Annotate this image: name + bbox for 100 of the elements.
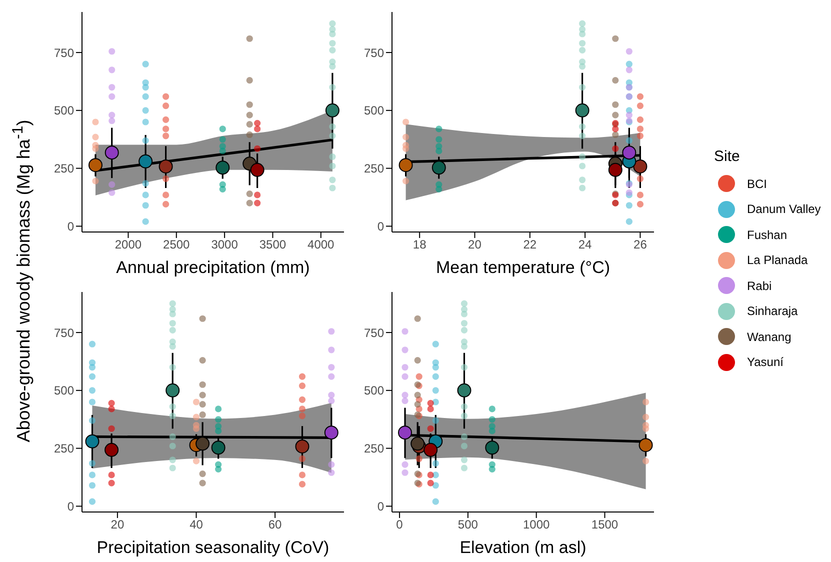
point (169, 412, 176, 420)
point (142, 192, 149, 198)
point (432, 460, 439, 467)
y-tick-label: 0 (377, 499, 384, 514)
point (328, 346, 335, 354)
point (329, 40, 336, 47)
point (626, 60, 632, 68)
point (169, 364, 176, 371)
point (488, 416, 496, 423)
point (199, 401, 206, 408)
point (104, 442, 119, 457)
point (219, 186, 226, 192)
y-tick-label: 750 (364, 46, 384, 60)
point (460, 300, 468, 307)
point (626, 137, 632, 144)
point (108, 189, 116, 196)
x-axis-title: Elevation (m asl) (458, 537, 588, 559)
point (460, 310, 468, 318)
point (298, 382, 306, 390)
point (169, 403, 176, 410)
point (328, 398, 335, 404)
x-axis-title: Precipitation seasonality (CoV) (96, 537, 330, 559)
point (162, 126, 170, 132)
point (216, 160, 230, 175)
point (578, 20, 586, 27)
point (436, 186, 442, 192)
point (329, 63, 336, 70)
x-tick-label: 1500 (591, 518, 618, 532)
point (642, 398, 650, 406)
point (427, 425, 434, 432)
x-axis-title: Annual precipitation (mm) (115, 257, 311, 279)
point (108, 112, 116, 118)
point (246, 77, 253, 84)
point (328, 469, 335, 476)
point (192, 414, 200, 420)
point (158, 159, 173, 174)
legend-label: Wanang (747, 330, 792, 344)
point (246, 190, 253, 198)
point (460, 464, 468, 472)
point (402, 373, 408, 380)
point (578, 184, 586, 192)
point (578, 63, 586, 70)
point (460, 433, 468, 440)
point (608, 162, 622, 177)
point (432, 160, 446, 175)
point (427, 472, 434, 478)
point (642, 414, 650, 420)
point (142, 118, 149, 126)
point (436, 148, 442, 154)
point (142, 180, 149, 187)
point (108, 93, 116, 100)
point (329, 162, 336, 170)
x-tick-label: 3500 (259, 238, 286, 252)
point (636, 200, 644, 208)
point (298, 406, 306, 412)
y-tick-label: 250 (54, 162, 74, 176)
point (92, 118, 99, 126)
point (488, 406, 496, 412)
point (328, 364, 335, 371)
point (578, 84, 586, 91)
point (215, 406, 222, 412)
point (219, 148, 226, 154)
y-tick-label: 750 (54, 46, 74, 60)
point (142, 107, 149, 114)
point (578, 132, 586, 140)
y-tick-label: 500 (364, 104, 384, 118)
x-tick-label: 2000 (114, 238, 142, 252)
point (162, 192, 170, 198)
point (142, 218, 149, 225)
x-tick-label: 60 (268, 518, 282, 532)
point (254, 120, 261, 126)
point (199, 381, 206, 388)
point (142, 60, 149, 68)
point (215, 416, 222, 423)
point (402, 346, 408, 354)
point (402, 398, 408, 404)
point (88, 472, 96, 478)
point (325, 103, 340, 118)
point (108, 181, 116, 188)
point (626, 112, 632, 118)
point (329, 184, 336, 192)
x-tick-label: 2500 (163, 238, 190, 252)
legend-label: La Planada (747, 253, 808, 268)
point (636, 116, 644, 123)
point (162, 200, 170, 208)
y-tick-label: 500 (54, 104, 74, 118)
point (169, 326, 176, 334)
point (88, 482, 96, 489)
point (633, 159, 648, 174)
point (324, 426, 338, 440)
point (638, 438, 653, 452)
point (460, 456, 468, 464)
point (636, 132, 644, 140)
point (88, 364, 96, 371)
point (612, 145, 619, 152)
point (328, 392, 335, 398)
point (488, 428, 496, 434)
point (460, 326, 468, 334)
point (162, 93, 170, 100)
point (578, 153, 586, 160)
